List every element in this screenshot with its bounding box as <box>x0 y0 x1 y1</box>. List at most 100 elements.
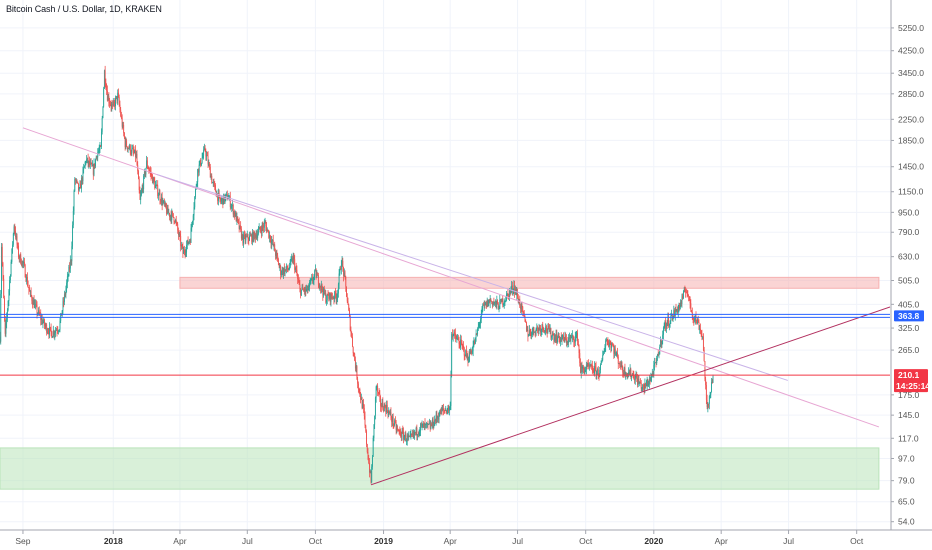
candle-body <box>596 370 598 376</box>
candle-body <box>471 351 473 353</box>
candle-body <box>648 383 650 386</box>
candle-body <box>320 284 322 289</box>
candle-body <box>448 406 450 411</box>
candle-body <box>344 272 346 278</box>
candle-body <box>349 316 351 331</box>
candle-body <box>232 205 233 206</box>
level-price-badge: 363.8 <box>898 311 920 321</box>
candle-body <box>545 326 547 331</box>
candle-body <box>691 310 693 313</box>
candle-body <box>72 225 74 247</box>
candle-body <box>601 359 603 361</box>
candle-body <box>567 341 569 343</box>
candle-body <box>183 249 185 254</box>
candle-body <box>46 331 48 333</box>
candle-body <box>100 145 102 147</box>
candle-body <box>548 326 550 328</box>
candle-body <box>655 362 657 364</box>
candle-body <box>28 287 30 290</box>
candle-body <box>620 362 622 368</box>
candle-body <box>312 280 314 282</box>
candle-body <box>496 300 498 305</box>
candle-body <box>641 387 643 389</box>
candle-body <box>445 410 447 411</box>
candle-body <box>159 192 161 201</box>
candle-body <box>615 353 617 355</box>
candle-body <box>21 263 22 266</box>
candle-body <box>239 225 241 229</box>
y-tick-label: 265.0 <box>898 345 920 355</box>
candle-body <box>475 333 477 338</box>
candle-body <box>628 371 630 376</box>
candle-body <box>26 276 28 281</box>
candle-body <box>151 175 153 177</box>
candle-body <box>701 333 703 337</box>
candle-body <box>196 182 198 186</box>
candle-body <box>197 169 199 183</box>
candle-body <box>395 422 397 430</box>
candle-body <box>303 289 305 291</box>
candle-body <box>684 289 686 292</box>
candle-body <box>177 224 179 231</box>
candle-body <box>54 332 56 335</box>
candle-body <box>282 269 284 275</box>
candle-body <box>140 195 142 200</box>
y-tick-label: 79.0 <box>898 476 915 486</box>
candle-body <box>99 145 101 150</box>
candle-body <box>44 325 46 327</box>
candle-body <box>126 140 128 147</box>
candle-body <box>610 343 612 348</box>
candle-body <box>376 386 378 387</box>
candle-body <box>396 428 398 430</box>
candle-body <box>63 294 65 302</box>
candle-body <box>455 337 457 340</box>
candle-body <box>709 394 711 397</box>
candle-body <box>55 330 57 331</box>
candle-body <box>56 330 58 332</box>
candle-body <box>270 240 272 244</box>
candle-body <box>184 252 186 254</box>
candle-body <box>678 304 680 309</box>
candle-body <box>12 244 14 249</box>
candle-body <box>364 415 366 426</box>
candle-body <box>329 293 331 302</box>
candle-body <box>617 352 618 357</box>
candle-body <box>651 373 653 378</box>
candle-body <box>410 434 412 435</box>
candle-body <box>86 159 88 162</box>
candle-body <box>124 137 126 148</box>
candle-body <box>1 246 3 264</box>
candle-body <box>487 300 489 307</box>
candle-body <box>177 230 179 236</box>
candle-body <box>712 376 714 383</box>
candle-body <box>412 431 414 436</box>
candle-body <box>212 182 214 183</box>
candle-body <box>297 275 299 280</box>
candle-body <box>155 184 156 188</box>
candle-body <box>466 350 467 357</box>
candle-body <box>557 333 559 338</box>
candle-body <box>439 410 441 417</box>
candle-body <box>613 347 615 354</box>
candle-body <box>378 392 380 394</box>
candle-body <box>337 293 339 298</box>
candle-body <box>562 335 564 339</box>
candle-body <box>29 290 31 292</box>
candle-body <box>568 337 570 339</box>
candle-body <box>363 407 365 416</box>
candle-body <box>136 153 138 165</box>
candle-body <box>216 193 218 197</box>
candle-body <box>525 321 527 331</box>
candle-body <box>514 289 516 293</box>
candle-body <box>225 194 227 197</box>
level-price-badge-bg <box>894 310 924 322</box>
candle-body <box>305 287 307 292</box>
candle-body <box>582 366 584 369</box>
candle-body <box>536 327 538 330</box>
candle-body <box>292 256 294 263</box>
candle-body <box>333 297 335 299</box>
candle-body <box>287 269 289 271</box>
candle-body <box>383 408 384 412</box>
